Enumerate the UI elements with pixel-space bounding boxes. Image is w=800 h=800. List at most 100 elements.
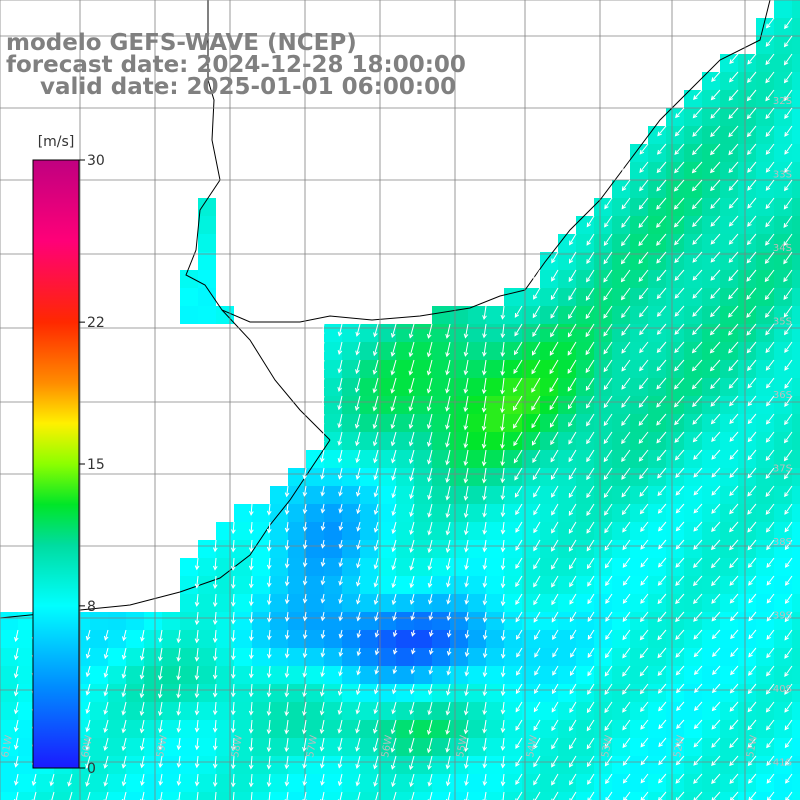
wind-cell bbox=[522, 486, 540, 504]
wind-cell bbox=[738, 774, 756, 792]
wind-arrow bbox=[569, 719, 577, 731]
wind-arrow-head bbox=[194, 601, 200, 607]
wind-cell bbox=[558, 450, 576, 468]
wind-arrow bbox=[747, 341, 757, 353]
wind-arrow-head bbox=[675, 760, 681, 766]
wind-cell bbox=[0, 666, 18, 684]
wind-arrow-head bbox=[515, 762, 520, 767]
wind-cell bbox=[792, 576, 800, 594]
wind-cell bbox=[774, 648, 792, 666]
wind-cell bbox=[288, 702, 306, 720]
wind-arrow bbox=[783, 197, 793, 210]
wind-arrow-head bbox=[482, 653, 488, 659]
wind-arrow bbox=[622, 557, 631, 568]
wind-arrow-head bbox=[85, 727, 90, 733]
wind-arrow bbox=[374, 485, 379, 497]
wind-arrow bbox=[766, 593, 775, 604]
wind-arrow bbox=[51, 791, 55, 800]
wind-cell bbox=[594, 306, 612, 324]
wind-cell bbox=[108, 612, 126, 630]
wind-arrow-head bbox=[121, 673, 127, 679]
wind-cell bbox=[756, 270, 774, 288]
wind-cell bbox=[630, 180, 648, 198]
wind-cell bbox=[468, 306, 486, 324]
wind-cell bbox=[612, 486, 630, 504]
wind-arrow bbox=[393, 665, 397, 674]
wind-arrow-head bbox=[500, 370, 505, 376]
wind-arrow bbox=[675, 773, 685, 784]
wind-arrow-head bbox=[391, 565, 396, 571]
wind-arrow-head bbox=[729, 688, 735, 694]
wind-cell bbox=[180, 594, 198, 612]
wind-cell bbox=[162, 756, 180, 774]
wind-arrow-head bbox=[747, 743, 753, 749]
wind-cell bbox=[774, 198, 792, 216]
wind-cell bbox=[360, 576, 378, 594]
wind-arrow-head bbox=[158, 763, 163, 769]
wind-arrow bbox=[391, 755, 397, 770]
wind-arrow-head bbox=[373, 600, 379, 606]
wind-cell bbox=[306, 540, 324, 558]
wind-arrow bbox=[675, 125, 685, 137]
wind-arrow-head bbox=[302, 729, 307, 735]
wind-arrow-head bbox=[284, 764, 290, 770]
wind-cell bbox=[432, 324, 450, 342]
wind-arrow bbox=[570, 791, 577, 800]
wind-cell bbox=[648, 792, 666, 800]
wind-arrow bbox=[586, 431, 595, 444]
wind-arrow bbox=[214, 557, 217, 570]
wind-arrow-head bbox=[604, 690, 609, 695]
wind-arrow bbox=[674, 215, 685, 228]
wind-cell bbox=[468, 666, 486, 684]
wind-arrow bbox=[356, 755, 361, 769]
wind-cell bbox=[612, 576, 630, 594]
wind-cell bbox=[432, 540, 450, 558]
wind-arrow-head bbox=[638, 241, 643, 247]
wind-arrow-head bbox=[710, 132, 715, 138]
wind-cell bbox=[792, 756, 800, 774]
wind-cell bbox=[450, 324, 468, 342]
wind-arrow-head bbox=[392, 669, 398, 675]
wind-arrow bbox=[286, 611, 289, 621]
wind-arrow-head bbox=[231, 655, 236, 661]
wind-arrow bbox=[784, 647, 793, 659]
wind-arrow bbox=[391, 737, 397, 752]
wind-arrow bbox=[286, 575, 289, 586]
wind-arrow bbox=[729, 395, 739, 406]
wind-arrow bbox=[692, 413, 703, 425]
wind-cell bbox=[270, 612, 288, 630]
wind-arrow-head bbox=[338, 652, 344, 658]
wind-cell bbox=[738, 108, 756, 126]
wind-arrow bbox=[747, 179, 757, 191]
wind-cell bbox=[198, 774, 216, 792]
wind-cell bbox=[324, 558, 342, 576]
wind-arrow bbox=[483, 593, 487, 605]
wind-arrow-head bbox=[622, 635, 627, 641]
wind-arrow bbox=[429, 665, 433, 674]
wind-arrow-head bbox=[747, 383, 752, 389]
wind-cell bbox=[594, 756, 612, 774]
wind-arrow-head bbox=[85, 709, 91, 715]
wind-arrow-head bbox=[674, 240, 679, 246]
wind-arrow-head bbox=[230, 619, 236, 625]
wind-arrow-head bbox=[709, 168, 715, 174]
wind-arrow bbox=[303, 755, 307, 768]
wind-arrow-head bbox=[373, 689, 379, 695]
wind-arrow bbox=[501, 449, 505, 466]
wind-arrow bbox=[729, 431, 739, 442]
wind-cell bbox=[306, 486, 324, 504]
wind-arrow-head bbox=[194, 620, 200, 626]
wind-arrow-head bbox=[765, 510, 771, 515]
wind-arrow-head bbox=[766, 671, 771, 677]
wind-arrow-head bbox=[355, 441, 360, 447]
wind-arrow bbox=[692, 305, 703, 317]
wind-cell bbox=[450, 396, 468, 414]
wind-arrow-head bbox=[747, 563, 753, 569]
wind-arrow-head bbox=[747, 203, 752, 209]
wind-cell bbox=[216, 756, 234, 774]
wind-arrow-head bbox=[693, 797, 698, 800]
wind-arrow-head bbox=[765, 60, 770, 66]
wind-arrow bbox=[784, 503, 793, 515]
wind-arrow bbox=[658, 719, 667, 729]
wind-arrow bbox=[657, 305, 667, 317]
